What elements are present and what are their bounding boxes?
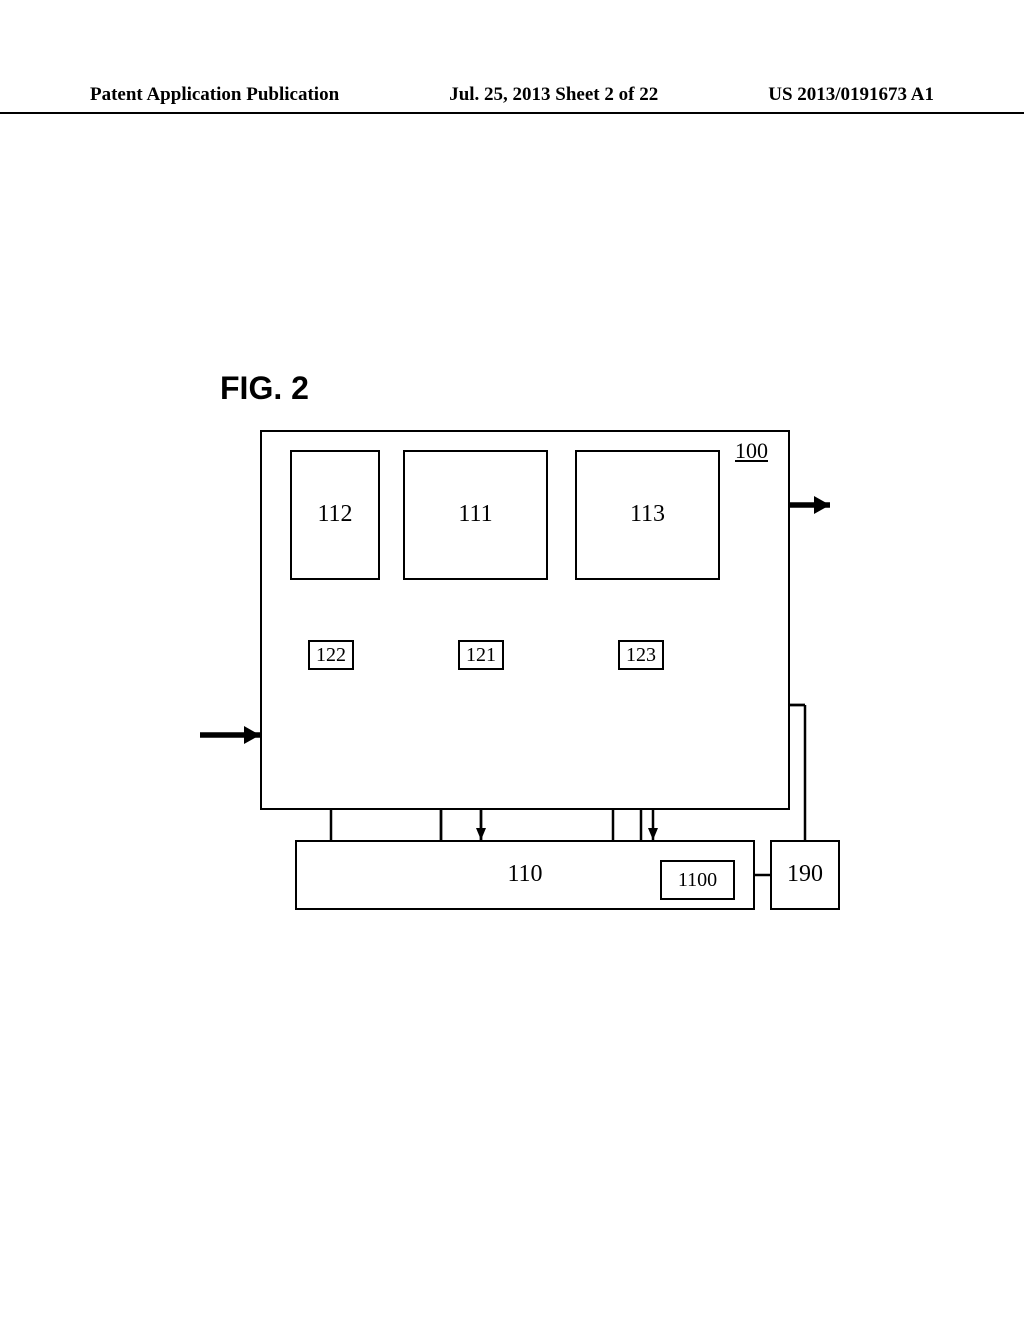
block-label-112: 112	[290, 501, 380, 528]
block-label-113: 113	[575, 501, 720, 528]
block-label-1100: 1100	[660, 869, 735, 892]
block-label-111: 111	[403, 501, 548, 528]
header-right: US 2013/0191673 A1	[768, 84, 934, 106]
block-label-123: 123	[618, 644, 664, 667]
page-header: Patent Application Publication Jul. 25, …	[0, 84, 1024, 114]
figure-canvas: 1001121111131221211231101100190	[140, 420, 880, 940]
header-left: Patent Application Publication	[90, 84, 339, 106]
header-center: Jul. 25, 2013 Sheet 2 of 22	[449, 84, 658, 106]
block-label-121: 121	[458, 644, 504, 667]
block-100-ref: 100	[735, 438, 768, 464]
block-label-122: 122	[308, 644, 354, 667]
figure-label: FIG. 2	[220, 370, 309, 407]
page: Patent Application Publication Jul. 25, …	[0, 0, 1024, 1320]
block-label-190: 190	[770, 861, 840, 888]
